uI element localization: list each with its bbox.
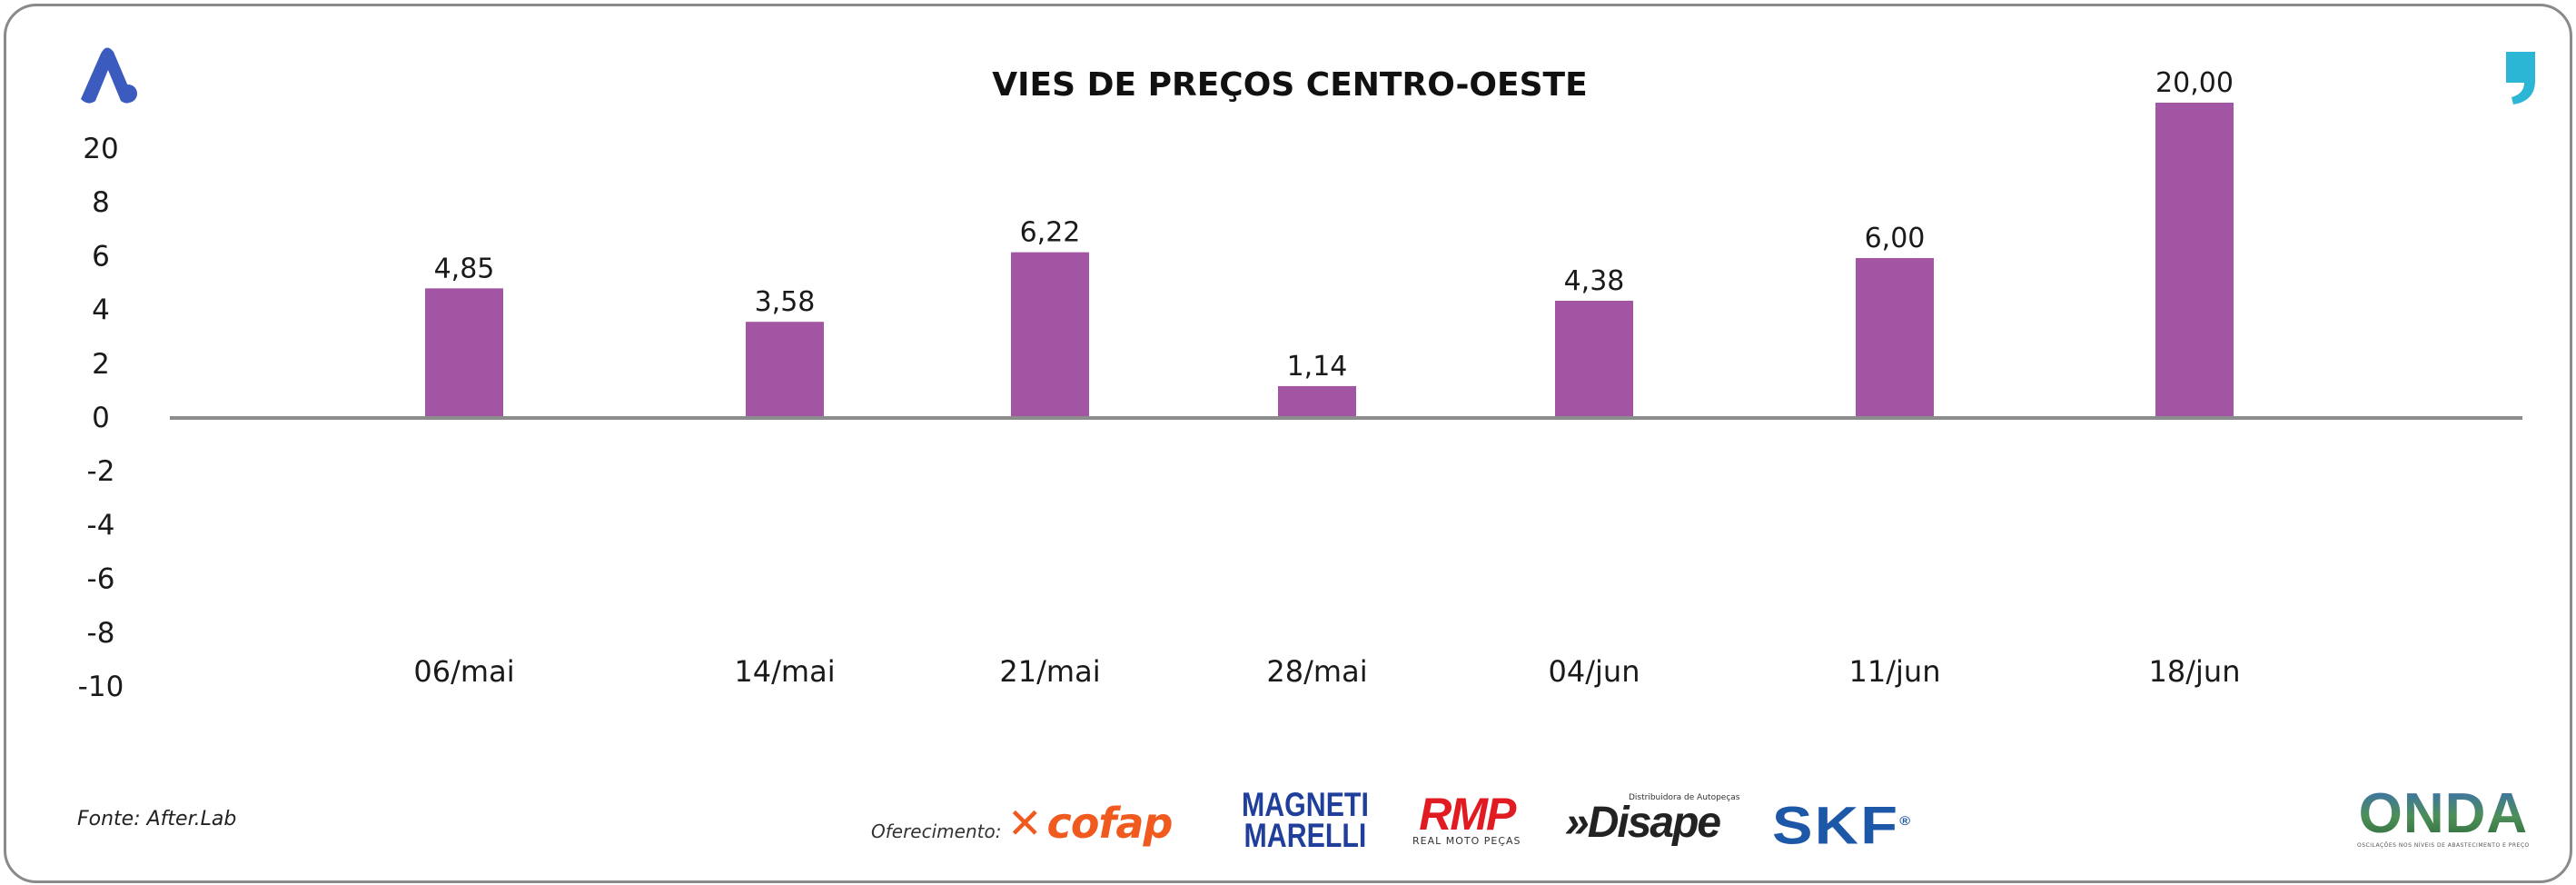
skf-wordmark: SKF (1772, 796, 1900, 856)
data-label: 6,22 (1020, 217, 1081, 249)
cofap-wordmark: cofap (1046, 799, 1174, 848)
y-tick-label: -8 (87, 617, 115, 650)
source-note: Fonte: After.Lab (77, 808, 237, 830)
skf-logo: SKF® (1772, 793, 1910, 853)
data-label: 3,58 (755, 286, 816, 318)
magneti-marelli-logo: MAGNETI MARELLI (1242, 786, 1369, 854)
sponsor-label: Oferecimento: (871, 820, 1002, 842)
rmp-tagline: REAL MOTO PEÇAS (1412, 835, 1521, 847)
magneti-line2: MARELLI (1243, 817, 1367, 854)
y-tick-label: 2 (92, 348, 110, 381)
chart-title: VIES DE PREÇOS CENTRO-OESTE (992, 66, 1587, 104)
cofap-mark-icon: ✕ (1007, 799, 1043, 848)
chart-card: VIES DE PREÇOS CENTRO-OESTE 20 8 6 4 2 0 -2 -4-… (4, 4, 2572, 883)
bar-chart: VIES DE PREÇOS CENTRO-OESTE 2086420-2-4-… (78, 47, 2535, 703)
x-axis: 06/mai 14/mai 21/mai 28/mai 04/jun 11/jun 18/j… (413, 654, 2240, 689)
rmp-logo: RMP REAL MOTO PEÇAS (1412, 789, 1521, 847)
x-tick-label: 11/jun (1849, 654, 1941, 689)
magneti-line1: MAGNETI (1242, 786, 1369, 823)
data-labels: 4,85 3,58 6,22 1,14 4,38 6,00 20,00 (434, 67, 2234, 383)
bar (1555, 300, 1633, 416)
disape-logo: Distribuidora de Autopeças »Disape (1565, 793, 1740, 847)
bar (1011, 252, 1089, 416)
y-tick-label: 6 (92, 240, 110, 273)
y-tick-label: 20 (83, 133, 118, 165)
data-label: 4,38 (1564, 265, 1625, 297)
bar (746, 322, 824, 416)
x-tick-label: 21/mai (999, 654, 1100, 689)
y-tick-label: -6 (87, 563, 115, 596)
y-tick-label: -4 (87, 509, 115, 542)
a-brand-icon (81, 47, 137, 104)
onda-logo: ONDA OSCILAÇÕES NOS NÍVEIS DE ABASTECIME… (2357, 782, 2530, 850)
disape-wordmark: »Disape (1565, 799, 1721, 847)
onda-wordmark: ONDA (2358, 782, 2529, 845)
y-tick-label: -10 (78, 671, 124, 703)
bar (2155, 103, 2234, 416)
y-tick-label: 8 (92, 186, 110, 219)
rmp-wordmark: RMP (1419, 789, 1516, 840)
x-tick-label: 18/jun (2149, 654, 2241, 689)
x-tick-label: 06/mai (413, 654, 514, 689)
bar (425, 288, 503, 416)
y-tick-label: -2 (87, 455, 115, 488)
data-label: 6,00 (1865, 223, 1926, 254)
bar (1278, 385, 1356, 416)
data-label: 1,14 (1287, 351, 1348, 383)
skf-registered: ® (1899, 813, 1911, 828)
cofap-logo: ✕ cofap (1007, 799, 1174, 848)
y-tick-label: 0 (92, 402, 110, 434)
data-label: 4,85 (434, 253, 495, 284)
x-tick-label: 14/mai (734, 654, 835, 689)
data-label: 20,00 (2155, 67, 2234, 99)
x-tick-label: 28/mai (1266, 654, 1367, 689)
x-tick-label: 04/jun (1549, 654, 1640, 689)
disape-tagline: Distribuidora de Autopeças (1629, 793, 1740, 802)
onda-tagline: OSCILAÇÕES NOS NÍVEIS DE ABASTECIMENTO E… (2357, 842, 2530, 849)
y-tick-label: 4 (92, 294, 110, 327)
quote-mark-icon (2506, 52, 2535, 104)
bar (1856, 258, 1934, 416)
bar-series (425, 103, 2234, 416)
